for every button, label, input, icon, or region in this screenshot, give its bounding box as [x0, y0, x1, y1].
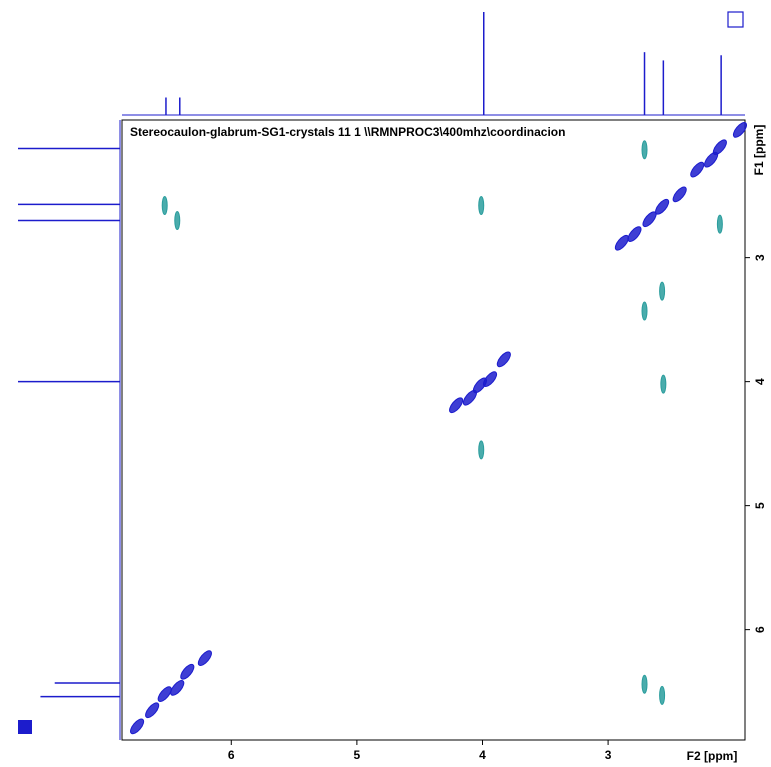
- cross-peak: [614, 234, 629, 251]
- cross-peak: [482, 371, 498, 388]
- cross-peak: [712, 139, 727, 156]
- cross-peak: [478, 440, 485, 460]
- y-tick-label: 4: [753, 378, 767, 385]
- toggle-square[interactable]: [727, 11, 744, 28]
- x-tick-label: 3: [605, 748, 612, 762]
- cross-peak: [641, 301, 648, 321]
- cross-peak: [716, 214, 723, 234]
- y-axis-label: F1 [ppm]: [752, 125, 766, 176]
- cross-peak: [180, 663, 195, 680]
- chart-title: Stereocaulon-glabrum-SG1-crystals 11 1 \…: [130, 125, 565, 139]
- cross-peak: [161, 196, 168, 216]
- cross-peak: [627, 226, 642, 242]
- cross-peak: [641, 140, 648, 160]
- cross-peak: [672, 186, 687, 203]
- cross-peak: [690, 161, 705, 178]
- cross-peak: [170, 680, 185, 696]
- plot-frame: [121, 119, 746, 741]
- x-axis-label: F2 [ppm]: [687, 749, 738, 763]
- x-tick-label: 6: [228, 748, 235, 762]
- cross-peak: [197, 650, 212, 667]
- cross-peak: [130, 718, 145, 735]
- x-tick-label: 4: [479, 748, 486, 762]
- cross-peak: [641, 674, 648, 694]
- y-tick-label: 5: [753, 502, 767, 509]
- cross-peak: [449, 397, 464, 414]
- cross-peak: [174, 210, 181, 230]
- cross-peak: [655, 198, 670, 215]
- cross-peak: [659, 281, 666, 301]
- y-tick-label: 3: [753, 254, 767, 261]
- cross-peak: [496, 351, 511, 368]
- color-square[interactable]: [18, 720, 32, 734]
- cross-peak: [659, 685, 666, 705]
- y-tick-label: 6: [753, 626, 767, 633]
- cross-peak: [157, 686, 172, 702]
- cross-peak: [145, 702, 160, 719]
- cross-peak: [732, 122, 748, 138]
- cross-peak: [660, 374, 667, 394]
- x-tick-label: 5: [354, 748, 361, 762]
- cross-peak: [478, 196, 485, 216]
